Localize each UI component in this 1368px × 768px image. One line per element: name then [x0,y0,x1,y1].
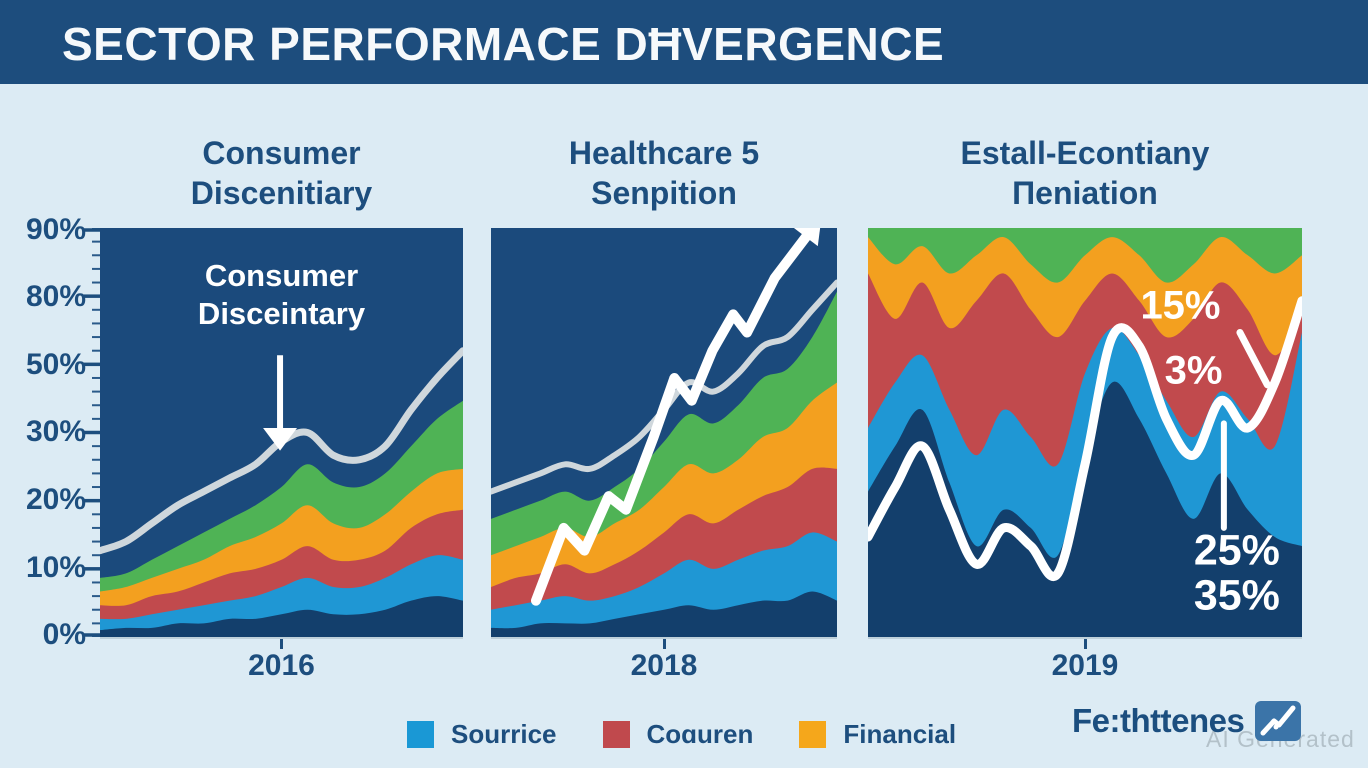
annotation-line: Disceintary [197,296,366,332]
panel-title-consumer: Consumer Discenitiary [100,133,463,214]
legend-swatch-red [602,721,630,748]
annotation-line: Consumer [204,257,359,293]
legend-item-sourrice: Sourrice [407,719,557,750]
annotation-25-percent: 25% [1193,526,1280,575]
legend-item-financial: Financial [799,719,956,750]
y-axis-label: 90% [25,213,86,246]
chart-panel-estall: 15% 3% 25% 35% [868,228,1302,639]
y-axis-label: 30% [25,415,86,448]
legend: Sourrice Coɑuren Financial [407,719,956,750]
panel-title-line: Discenitiary [190,175,373,212]
stacked-area-chart-consumer [100,228,463,637]
chart-panel-consumer: Consumer Disceintary [100,228,463,639]
x-axis-tick [663,639,666,649]
annotation-35-percent: 35% [1193,571,1280,620]
main-title: SECTOR PERFORMACE DĦVERGENCE [62,18,945,70]
brand-chart-icon [1255,701,1302,741]
brand-name: Fe:thttenes [1072,702,1245,739]
legend-item-coauren: Coɑuren [602,719,754,750]
panel-title-line: Healthcare 5 [568,135,760,171]
legend-swatch-blue [407,721,434,748]
legend-label: Coɑuren [646,719,754,749]
y-axis-label: 20% [25,483,86,516]
legend-label: Sourrice [451,719,557,749]
stacked-area-chart-healthcare [491,228,837,637]
y-axis-label: 10% [25,551,86,584]
y-axis-label: 80% [25,280,86,313]
panel-title-line: Пeniation [1012,175,1158,212]
x-axis-tick [280,639,283,649]
annotation-15-percent: 15% [1140,283,1221,328]
annotation-consumer: Consumer Disceintary [198,257,365,335]
chart-panel-healthcare [491,228,837,639]
stacked-area-chart-estall [868,228,1302,637]
panel-title-line: Estall-Econtiany [960,135,1210,171]
x-axis-label-2016: 2016 [248,649,315,682]
legend-swatch-orange [799,721,827,748]
brand-logo: Fe:thttenes [1072,700,1302,742]
panel-title-healthcare: Healthcare 5 Senpition [491,133,837,214]
y-axis-label: 0% [42,618,86,651]
panel-title-line: Senpition [591,175,737,212]
panel-title-line: Consumer [202,135,361,171]
legend-label: Financial [843,719,957,749]
y-axis-label: 50% [25,348,86,381]
panel-title-estall: Estall-Econtiany Пeniation [868,133,1302,214]
x-axis-tick [1084,639,1087,649]
annotation-3-percent: 3% [1164,348,1223,393]
x-axis-label-2018: 2018 [630,649,698,682]
x-axis-label-2019: 2019 [1051,649,1119,682]
header-bar: SECTOR PERFORMACE DĦVERGENCE [0,0,1368,84]
y-axis-ticks [84,228,100,637]
